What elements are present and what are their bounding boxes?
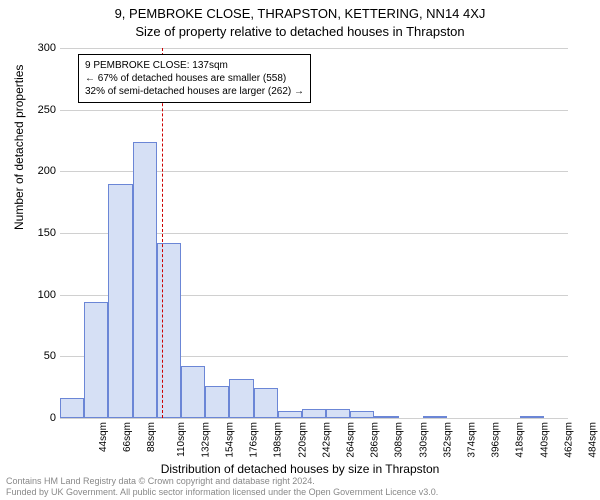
x-tick-label: 88sqm [146, 422, 157, 452]
grid-line [60, 48, 568, 49]
chart-title-line2: Size of property relative to detached ho… [0, 24, 600, 39]
x-tick-label: 154sqm [225, 422, 236, 458]
x-tick-label: 374sqm [467, 422, 478, 458]
annotation-box: 9 PEMBROKE CLOSE: 137sqm ← 67% of detach… [78, 54, 311, 103]
x-tick-label: 176sqm [249, 422, 260, 458]
chart-title-line1: 9, PEMBROKE CLOSE, THRAPSTON, KETTERING,… [0, 6, 600, 21]
y-tick-label: 100 [38, 289, 56, 301]
grid-line [60, 110, 568, 111]
plot-area: 9 PEMBROKE CLOSE: 137sqm ← 67% of detach… [60, 48, 568, 418]
y-tick-label: 250 [38, 104, 56, 116]
reference-line [162, 48, 163, 418]
histogram-bar [84, 302, 108, 418]
histogram-bar [157, 243, 181, 418]
x-tick-label: 198sqm [273, 422, 284, 458]
x-tick-label: 44sqm [98, 422, 109, 452]
x-tick-label: 132sqm [200, 422, 211, 458]
histogram-bar [229, 379, 253, 418]
histogram-bar [302, 409, 326, 418]
y-ticks: 050100150200250300 [0, 48, 58, 418]
histogram-bar [108, 184, 132, 418]
histogram-bar [278, 411, 302, 418]
histogram-bar [205, 386, 229, 418]
x-tick-label: 330sqm [418, 422, 429, 458]
y-tick-label: 0 [50, 412, 56, 424]
x-tick-label: 66sqm [122, 422, 133, 452]
histogram-bar [254, 388, 278, 418]
x-tick-label: 484sqm [587, 422, 598, 458]
x-tick-label: 440sqm [539, 422, 550, 458]
annotation-line3: 32% of semi-detached houses are larger (… [85, 85, 304, 98]
y-tick-label: 150 [38, 227, 56, 239]
y-tick-label: 300 [38, 42, 56, 54]
annotation-line1: 9 PEMBROKE CLOSE: 137sqm [85, 59, 304, 72]
histogram-bar [60, 398, 84, 418]
histogram-bar [133, 142, 157, 418]
x-tick-label: 352sqm [442, 422, 453, 458]
annotation-line2: ← 67% of detached houses are smaller (55… [85, 72, 304, 85]
x-tick-label: 110sqm [176, 422, 187, 457]
x-tick-label: 462sqm [563, 422, 574, 458]
x-tick-label: 242sqm [321, 422, 332, 458]
histogram-bar [326, 409, 350, 418]
x-axis-label: Distribution of detached houses by size … [0, 462, 600, 476]
footer-line3: Funded by UK Government. All public sect… [6, 487, 438, 498]
x-tick-label: 220sqm [297, 422, 308, 458]
x-tick-label: 286sqm [370, 422, 381, 458]
histogram-bar [350, 411, 374, 418]
footer-text: Contains HM Land Registry data © Crown c… [6, 476, 438, 498]
chart-container: 9, PEMBROKE CLOSE, THRAPSTON, KETTERING,… [0, 0, 600, 500]
x-tick-label: 308sqm [394, 422, 405, 458]
y-tick-label: 200 [38, 165, 56, 177]
footer-line1: Contains HM Land Registry data © Crown c… [6, 476, 438, 487]
histogram-bar [181, 366, 205, 418]
y-tick-label: 50 [44, 350, 56, 362]
x-tick-label: 396sqm [491, 422, 502, 458]
x-ticks: 44sqm 66sqm 88sqm 110sqm 132sqm 154sqm 176sqm 1… [60, 418, 568, 458]
x-tick-label: 264sqm [346, 422, 357, 458]
x-tick-label: 418sqm [515, 422, 526, 458]
